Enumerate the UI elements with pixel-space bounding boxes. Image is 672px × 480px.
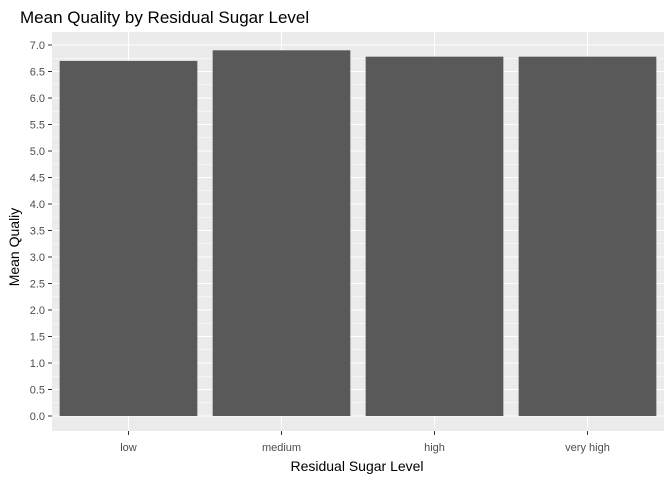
chart-title: Mean Quality by Residual Sugar Level <box>20 8 309 27</box>
y-axis: 0.0 0.5 1.0 1.5 2.0 2.5 3.0 3.5 4.0 4.5 5.0 5.5 6.0 6… <box>30 40 52 423</box>
x-axis-title: Residual Sugar Level <box>290 458 423 474</box>
y-tick-label: 3.5 <box>30 226 45 238</box>
y-tick-label: 6.0 <box>30 93 45 105</box>
x-tick-label: high <box>424 442 445 454</box>
bar-high <box>365 56 504 416</box>
y-tick-label: 4.0 <box>30 199 45 211</box>
y-tick-label: 2.0 <box>30 305 45 317</box>
x-tick-label: medium <box>262 442 301 454</box>
x-axis: low medium high very high <box>120 431 610 454</box>
x-tick-label: low <box>120 442 137 454</box>
y-tick-label: 3.0 <box>30 252 45 264</box>
bar-very-high <box>518 56 657 416</box>
bars <box>59 50 657 417</box>
bar-low <box>59 60 198 417</box>
y-tick-label: 1.0 <box>30 358 45 370</box>
bar-medium <box>212 50 351 417</box>
x-tick-label: very high <box>565 442 610 454</box>
y-axis-title: Mean Qualiy <box>6 208 22 287</box>
y-tick-label: 5.0 <box>30 146 45 158</box>
y-tick-label: 0.0 <box>30 411 45 423</box>
y-tick-label: 1.5 <box>30 332 45 344</box>
y-tick-label: 0.5 <box>30 385 45 397</box>
y-tick-label: 7.0 <box>30 40 45 52</box>
y-tick-label: 4.5 <box>30 173 45 185</box>
y-tick-label: 6.5 <box>30 67 45 79</box>
y-tick-label: 2.5 <box>30 279 45 291</box>
y-tick-label: 5.5 <box>30 120 45 132</box>
